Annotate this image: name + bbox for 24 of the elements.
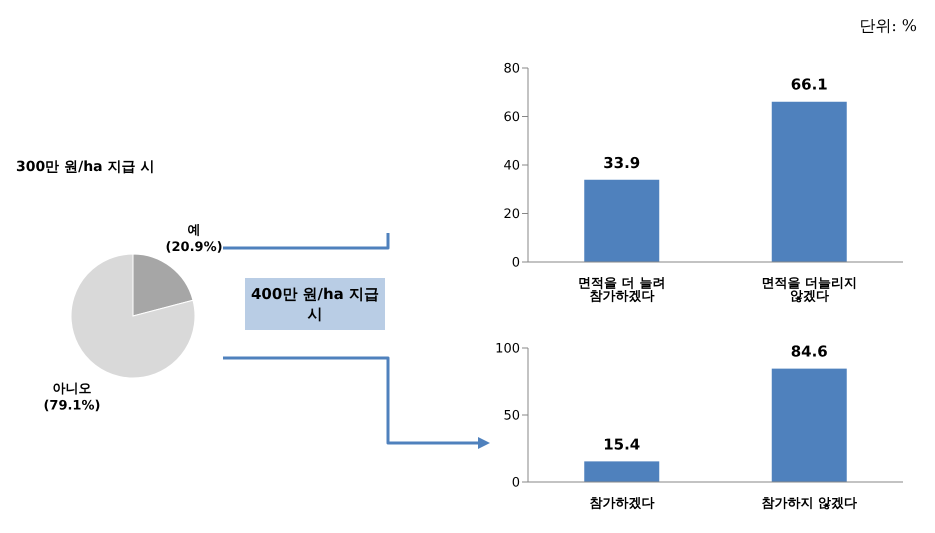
- pie-slice: [70, 254, 196, 378]
- text: 400만 원/ha 지급 시: [250, 284, 380, 324]
- x-tick-label: 면적을 더늘리지 않겠다: [761, 276, 858, 304]
- y-tick-label: 50: [503, 408, 520, 424]
- data-label: 84.6: [790, 342, 828, 361]
- chart-title: 300만 원/ha 지급 시: [15, 158, 156, 176]
- y-tick-label: 60: [503, 110, 520, 126]
- slice-label: 예: [188, 223, 201, 238]
- slice-label: 아니오: [52, 382, 92, 397]
- y-tick-label: 0: [512, 256, 520, 271]
- data-label: (20.9%): [166, 240, 223, 256]
- y-tick-label: 20: [503, 207, 520, 222]
- x-tick-label: 참가하지 않겠다: [761, 496, 858, 512]
- data-label: 15.4: [603, 435, 640, 454]
- y-tick-label: 0: [512, 476, 520, 491]
- y-tick-label: 80: [503, 62, 520, 77]
- y-tick-label: 100: [495, 342, 520, 357]
- x-tick-label: 면적을 더 늘려 참가하겠다: [578, 276, 666, 304]
- x-tick-label: 참가하겠다: [589, 496, 654, 512]
- data-label: 33.9: [603, 154, 640, 172]
- data-label: (79.1%): [43, 398, 100, 414]
- data-label: 66.1: [790, 76, 828, 94]
- text: 단위: %: [859, 16, 917, 37]
- y-tick-label: 40: [503, 158, 520, 174]
